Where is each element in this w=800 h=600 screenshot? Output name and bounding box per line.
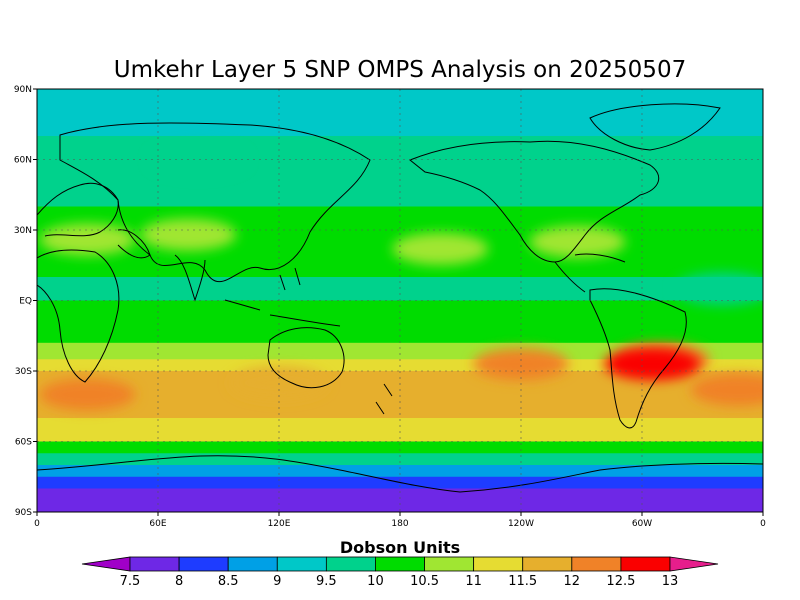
zonal-band xyxy=(37,429,763,443)
x-tick-label: 120E xyxy=(268,519,291,529)
y-tick-label: 60N xyxy=(14,156,32,166)
colorbar-bin xyxy=(571,556,622,572)
zonal-band xyxy=(37,418,763,431)
coastline-australia xyxy=(267,327,345,389)
x-tick-label: 120W xyxy=(508,519,534,529)
colorbar-title: Dobson Units xyxy=(340,538,460,557)
colorbar-bin xyxy=(178,556,229,572)
colorbar-bin xyxy=(424,556,475,572)
y-tick-label: 90N xyxy=(14,85,32,95)
colorbar-label: 8.5 xyxy=(218,574,239,589)
colorbar-bin xyxy=(276,556,327,572)
x-tick-label: 0 xyxy=(34,519,40,529)
colorbar-max-arrow xyxy=(669,556,719,572)
colorbar-label: 10 xyxy=(367,574,384,589)
zonal-band xyxy=(37,324,763,344)
anomaly-region xyxy=(140,218,237,251)
anomaly-region xyxy=(39,223,136,256)
contour-fill-anomalies xyxy=(39,143,763,411)
colorbar-bin xyxy=(522,556,573,572)
anomaly-region xyxy=(690,373,763,406)
chart-title: Umkehr Layer 5 SNP OMPS Analysis on 2025… xyxy=(114,57,686,83)
coastline-south-america xyxy=(589,288,687,429)
coastline-greenland xyxy=(589,103,721,151)
colorbar-label: 12 xyxy=(564,574,581,589)
y-tick-label: EQ xyxy=(19,297,32,307)
colorbar: 7.5 8 8.5 9 9.5 10 10.5 11 11.5 12 12.5 13 xyxy=(81,556,719,589)
zonal-band xyxy=(37,465,763,478)
colorbar-label: 8 xyxy=(175,574,183,589)
y-axis-ticks: 90N 60N 30N EQ 30S 60S 90S xyxy=(14,85,37,518)
anomaly-region xyxy=(674,272,763,305)
colorbar-bin xyxy=(473,556,524,572)
coastline-asia xyxy=(59,122,371,283)
colorbar-bin xyxy=(227,556,278,572)
x-tick-label: 60W xyxy=(632,519,652,529)
colorbar-label: 11 xyxy=(465,574,482,589)
y-tick-label: 90S xyxy=(15,508,32,518)
colorbar-label: 11.5 xyxy=(508,574,537,589)
zonal-band xyxy=(37,453,763,466)
anomaly-region xyxy=(150,143,247,176)
anomaly-region xyxy=(39,378,136,411)
colorbar-label: 13 xyxy=(662,574,679,589)
coastline-arabia-india xyxy=(117,229,206,302)
anomaly-region xyxy=(231,366,327,399)
y-tick-label: 30S xyxy=(15,367,32,377)
coastline-maritime-asia xyxy=(224,267,341,327)
graticule xyxy=(37,89,763,512)
colorbar-label: 9.5 xyxy=(316,574,337,589)
colorbar-label: 9 xyxy=(273,574,281,589)
x-axis-ticks: 0 60E 120E 180 120W 60W 0 xyxy=(34,512,766,529)
y-tick-label: 60S xyxy=(15,438,32,448)
coastline-africa xyxy=(37,249,120,383)
anomaly-region xyxy=(604,347,701,380)
x-tick-label: 0 xyxy=(760,519,766,529)
zonal-band xyxy=(37,476,763,490)
colorbar-min-arrow xyxy=(81,556,131,572)
anomaly-region xyxy=(392,232,489,265)
coastline-north-america xyxy=(409,140,660,263)
zonal-band xyxy=(37,441,763,454)
y-tick-label: 30N xyxy=(14,226,32,236)
x-tick-label: 60E xyxy=(149,519,166,529)
zonal-band xyxy=(37,277,763,302)
colorbar-label: 7.5 xyxy=(120,574,141,589)
x-tick-label: 180 xyxy=(391,519,408,529)
colorbar-bin xyxy=(375,556,425,572)
colorbar-bin xyxy=(325,556,376,572)
anomaly-region xyxy=(473,347,569,380)
coastline-antarctica xyxy=(37,455,763,493)
colorbar-label: 10.5 xyxy=(410,574,439,589)
zonal-band xyxy=(37,342,763,360)
map-area xyxy=(37,89,763,512)
anomaly-region xyxy=(529,225,626,258)
coastlines xyxy=(37,103,763,493)
colorbar-bin xyxy=(129,556,180,572)
zonal-band xyxy=(37,488,763,512)
colorbar-label: 12.5 xyxy=(606,574,635,589)
coastline-central-america xyxy=(554,253,626,293)
coastline-new-zealand xyxy=(375,383,393,415)
colorbar-bin xyxy=(620,556,671,572)
